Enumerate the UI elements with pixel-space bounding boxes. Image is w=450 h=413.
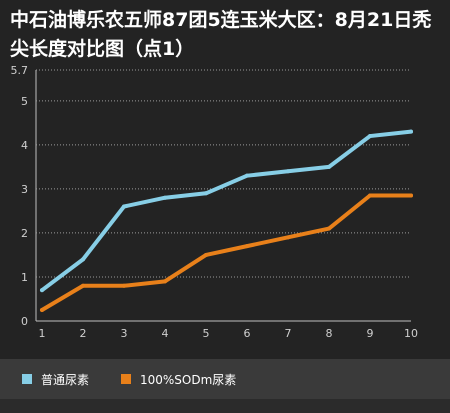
data-point-s1-7 [286, 169, 290, 174]
data-point-s2-9 [368, 193, 372, 198]
data-point-s1-5 [204, 191, 208, 196]
x-tick-label-7: 8 [326, 327, 333, 340]
data-point-s1-4 [163, 195, 167, 200]
data-point-s1-1 [40, 288, 44, 293]
data-point-s2-7 [286, 235, 290, 240]
y-tick-label-3: 3 [21, 183, 28, 196]
y-tick-label-6: 5.7 [11, 64, 29, 77]
chart-title: 中石油博乐农五师87团5连玉米大区：8月21日秃尖长度对比图（点1） [10, 9, 432, 60]
x-tick-label-9: 10 [404, 327, 418, 340]
x-tick-label-1: 2 [80, 327, 87, 340]
y-tick-label-1: 1 [21, 271, 28, 284]
y-tick-label-5: 5 [21, 95, 28, 108]
data-point-s2-3 [122, 283, 126, 288]
data-point-s1-6 [245, 173, 249, 178]
legend-label-series-1: 普通尿素 [41, 372, 90, 387]
x-tick-label-0: 1 [39, 327, 46, 340]
legend-item-series-2: 100%SODm尿素 [121, 359, 236, 399]
legend: 普通尿素 100%SODm尿素 [0, 359, 450, 399]
y-tick-label-4: 4 [21, 139, 28, 152]
series-line-1 [40, 129, 413, 293]
y-tick-label-0: 0 [21, 315, 28, 328]
data-point-s1-9 [368, 134, 372, 139]
data-point-s2-4 [163, 279, 167, 284]
x-tick-label-8: 9 [367, 327, 374, 340]
data-point-s2-8 [327, 226, 331, 231]
x-tick-label-3: 4 [162, 327, 169, 340]
data-point-s1-3 [122, 204, 126, 209]
legend-item-series-1: 普通尿素 [22, 359, 89, 399]
data-point-s2-2 [81, 283, 85, 288]
data-point-s2-10 [409, 193, 413, 198]
data-point-s1-8 [327, 164, 331, 169]
data-point-s2-6 [245, 244, 249, 249]
data-point-s2-5 [204, 252, 208, 257]
x-tick-label-6: 7 [285, 327, 292, 340]
series-line-2 [40, 193, 413, 312]
legend-swatch-series-1 [22, 374, 32, 384]
x-tick-label-4: 5 [203, 327, 210, 340]
data-point-s2-1 [40, 307, 44, 312]
x-tick-label-5: 6 [244, 327, 251, 340]
data-point-s1-2 [81, 257, 85, 262]
y-tick-label-2: 2 [21, 227, 28, 240]
bottom-strip [0, 399, 450, 413]
x-tick-label-2: 3 [121, 327, 128, 340]
legend-swatch-series-2 [121, 374, 131, 384]
legend-label-series-2: 100%SODm尿素 [140, 372, 237, 387]
data-point-s1-10 [409, 129, 413, 134]
